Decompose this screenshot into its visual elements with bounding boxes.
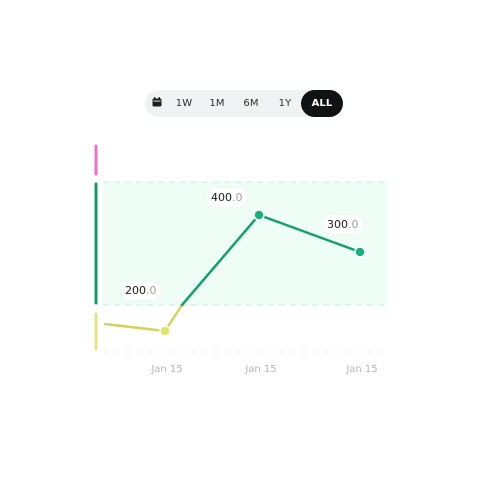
data-point	[354, 246, 366, 258]
range-6m-button[interactable]: 6M	[243, 98, 259, 109]
range-1w-button[interactable]: 1W	[175, 98, 193, 109]
x-tick-label: Jan 15	[244, 364, 276, 375]
range-1y-button[interactable]: 1Y	[278, 98, 292, 109]
value-label-decimal: .0	[232, 191, 243, 204]
value-label: 300.0	[323, 215, 363, 234]
value-label-int: 400	[211, 191, 232, 204]
range-all-button[interactable]: ALL	[301, 90, 343, 117]
value-label: 200.0	[121, 281, 161, 300]
range-selector: 1W 1M 6M 1Y ALL	[145, 90, 343, 117]
value-label-decimal: .0	[348, 218, 359, 231]
calendar-icon[interactable]	[152, 97, 162, 107]
value-label-int: 300	[327, 218, 348, 231]
data-point	[253, 209, 265, 221]
x-tick-label: Jan 15	[150, 364, 182, 375]
value-label-int: 200	[125, 284, 146, 297]
range-1m-button[interactable]: 1M	[209, 98, 225, 109]
value-label-decimal: .0	[146, 284, 157, 297]
series-line-segment	[257, 213, 362, 254]
series-line-segment	[103, 322, 167, 333]
data-point	[159, 325, 171, 337]
series-line-segment	[180, 213, 261, 307]
value-label: 400.0	[207, 188, 247, 207]
x-tick-label: Jan 15	[345, 364, 377, 375]
